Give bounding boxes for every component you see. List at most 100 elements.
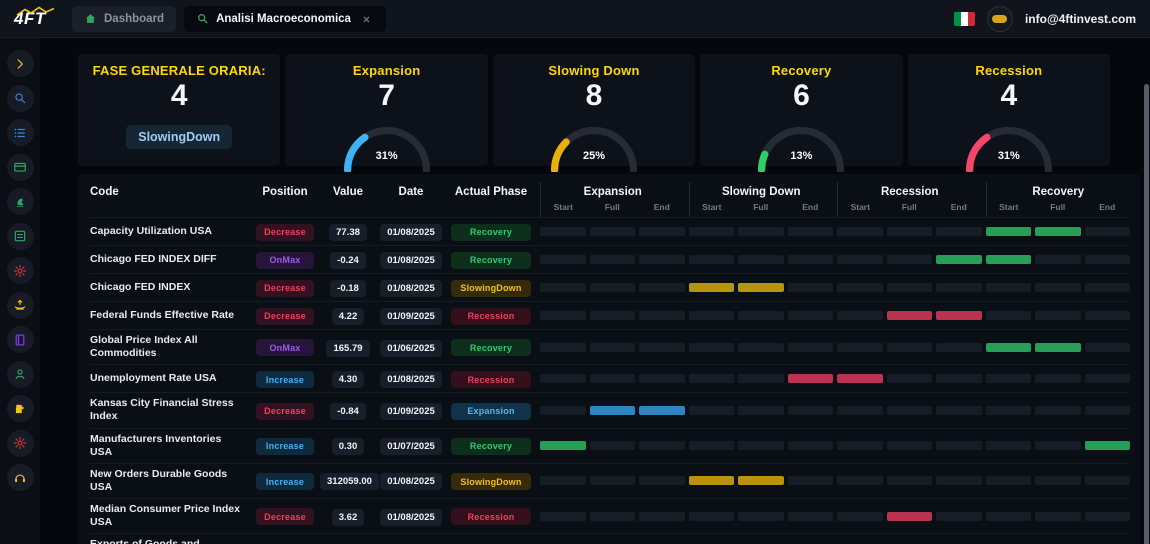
phase-bar-cell bbox=[1035, 511, 1081, 521]
table-row[interactable]: New Orders Durable Goods USA Increase 3120… bbox=[90, 462, 1130, 498]
book-icon bbox=[15, 333, 25, 346]
sidebar-item-list[interactable] bbox=[6, 119, 34, 146]
phase-bar-cell bbox=[837, 441, 883, 451]
table-row[interactable]: Chicago FED INDEX Decrease -0.18 01/08/2025… bbox=[90, 273, 1130, 301]
phase-bar-cell bbox=[738, 476, 784, 486]
date-cell: 01/07/2025 bbox=[380, 438, 442, 456]
phase-bar-cell bbox=[639, 374, 685, 384]
phase-bar-cell bbox=[589, 227, 635, 236]
table-row[interactable]: Chicago FED INDEX DIFF OnMax -0.24 01/08/20… bbox=[90, 245, 1130, 273]
phase-bar-cell bbox=[936, 476, 982, 486]
search-icon bbox=[15, 93, 26, 104]
vertical-scrollbar[interactable] bbox=[1144, 84, 1149, 544]
sidebar-item-gear[interactable] bbox=[6, 257, 34, 284]
phase-bar-cell bbox=[985, 311, 1031, 320]
phase-bar-cell bbox=[886, 405, 932, 415]
tab-dashboard[interactable]: Dashboard bbox=[72, 5, 177, 32]
phase-bar-cell bbox=[639, 342, 685, 352]
position-badge: Increase bbox=[256, 437, 314, 455]
phase-bar-cell bbox=[540, 405, 586, 415]
indicator-code: Federal Funds Effective Rate bbox=[90, 308, 235, 321]
phase-bar-cell bbox=[738, 405, 784, 415]
sidebar-item-book[interactable] bbox=[6, 326, 34, 353]
phase-bar-cell bbox=[1084, 405, 1130, 415]
phase-bar-cell bbox=[1035, 342, 1081, 352]
phase-bar-cell bbox=[688, 342, 734, 352]
indicator-code: Exports of Goods and Services for OECD bbox=[90, 538, 250, 544]
card-title: Recovery bbox=[771, 63, 832, 78]
search-icon bbox=[198, 14, 208, 24]
table-row[interactable]: Median Consumer Price Index USA Decrease 3… bbox=[90, 498, 1130, 533]
phase-bar-cell bbox=[985, 374, 1031, 384]
headset-icon bbox=[15, 474, 25, 482]
table-row[interactable]: Global Price Index All Commodities OnMax 1… bbox=[90, 329, 1130, 364]
indicator-code: Kansas City Financial Stress Index bbox=[90, 397, 234, 423]
phase-bar-cell bbox=[936, 283, 982, 292]
phase-bar-cell bbox=[688, 227, 734, 236]
phase-bar-cell bbox=[837, 511, 883, 521]
phase-bar-cell bbox=[985, 342, 1031, 352]
phase-bar-cell bbox=[1035, 441, 1081, 451]
phase-bar-cell bbox=[1084, 255, 1130, 264]
phase-bar-cell bbox=[936, 511, 982, 521]
table-row[interactable]: Federal Funds Effective Rate Decrease 4.22… bbox=[90, 301, 1130, 329]
table-row[interactable]: Manufacturers Inventories USA Increase 0.3… bbox=[90, 427, 1130, 463]
table-row[interactable]: Unemployment Rate USA Increase 4.30 01/08/2… bbox=[90, 364, 1130, 392]
actual-phase-badge: Expansion bbox=[451, 402, 531, 420]
sidebar-item-checklist[interactable] bbox=[6, 222, 34, 250]
column-header: Date bbox=[398, 186, 424, 198]
sidebar-item-wallet[interactable] bbox=[6, 153, 34, 181]
value-cell: 3.62 bbox=[331, 508, 365, 526]
sub-column-header: Full bbox=[753, 202, 769, 212]
phase-bar-cell bbox=[886, 511, 932, 521]
indicator-code: Manufacturers Inventories USA bbox=[90, 432, 222, 458]
phase-bar-cell bbox=[1084, 227, 1130, 236]
account-area: info@4ftinvest.com bbox=[953, 5, 1136, 32]
gauge-percent: 25% bbox=[583, 150, 606, 162]
avatar[interactable] bbox=[986, 5, 1013, 32]
sidebar-item-puzzle[interactable] bbox=[6, 395, 34, 422]
logo-text: 4FT bbox=[14, 8, 46, 28]
sidebar-item-hand-deposit[interactable] bbox=[6, 291, 34, 319]
date-cell: 01/08/2025 bbox=[380, 473, 442, 491]
phase-bar-cell bbox=[886, 476, 932, 486]
phase-bar-cell bbox=[540, 311, 586, 320]
phase-bar-cell bbox=[886, 441, 932, 451]
italy-flag-icon[interactable] bbox=[953, 11, 975, 26]
phase-bar-cell bbox=[688, 511, 734, 521]
card-value: 8 bbox=[585, 79, 603, 112]
sidebar-item-headset[interactable] bbox=[6, 464, 34, 491]
value-cell: 0.30 bbox=[331, 438, 365, 456]
card-recession: Recession 4 31% bbox=[907, 54, 1111, 174]
table-row[interactable]: Exports of Goods and Services for OECDOn… bbox=[90, 533, 1130, 544]
sidebar-item-user[interactable] bbox=[6, 360, 34, 388]
phase-bar-cell bbox=[639, 255, 685, 264]
sidebar-item-gear[interactable] bbox=[6, 429, 34, 457]
sidebar-item-chevron-right[interactable] bbox=[6, 50, 34, 77]
position-badge: Decrease bbox=[256, 223, 314, 241]
close-tab-icon[interactable] bbox=[362, 13, 374, 25]
gauge: 13% bbox=[749, 116, 853, 174]
phase-group-header: Recovery bbox=[985, 182, 1131, 202]
phase-bar-cell bbox=[589, 374, 635, 384]
date-cell: 01/09/2025 bbox=[380, 308, 442, 325]
sidebar-item-search[interactable] bbox=[6, 84, 34, 112]
phase-bar-cell bbox=[1084, 476, 1130, 486]
value-cell: -0.84 bbox=[330, 402, 366, 420]
table-row[interactable]: Kansas City Financial Stress Index Decrea… bbox=[90, 392, 1130, 427]
phase-bar-cell bbox=[639, 283, 685, 292]
phase-bar-cell bbox=[837, 283, 883, 292]
card-value: 4 bbox=[170, 79, 188, 112]
tab-analisi-macroeconomica[interactable]: Analisi Macroeconomica bbox=[184, 5, 386, 32]
card-slowing-down: Slowing Down 8 25% bbox=[492, 54, 696, 174]
card-fase-generale-oraria: FASE GENERALE ORARIA: 4 SlowingDown bbox=[78, 54, 281, 166]
value-cell: -0.24 bbox=[330, 252, 366, 269]
actual-phase-badge: Recovery bbox=[451, 223, 531, 241]
sidebar-item-chess[interactable] bbox=[6, 188, 34, 215]
phase-bar-cell bbox=[1084, 283, 1130, 292]
phase-bar-cell bbox=[639, 511, 685, 521]
phase-bar-cell bbox=[540, 255, 586, 264]
sub-column-header: Full bbox=[604, 202, 620, 212]
phase-bar-cell bbox=[738, 227, 784, 236]
table-row[interactable]: Capacity Utilization USA Decrease 77.38 01/… bbox=[90, 217, 1130, 245]
